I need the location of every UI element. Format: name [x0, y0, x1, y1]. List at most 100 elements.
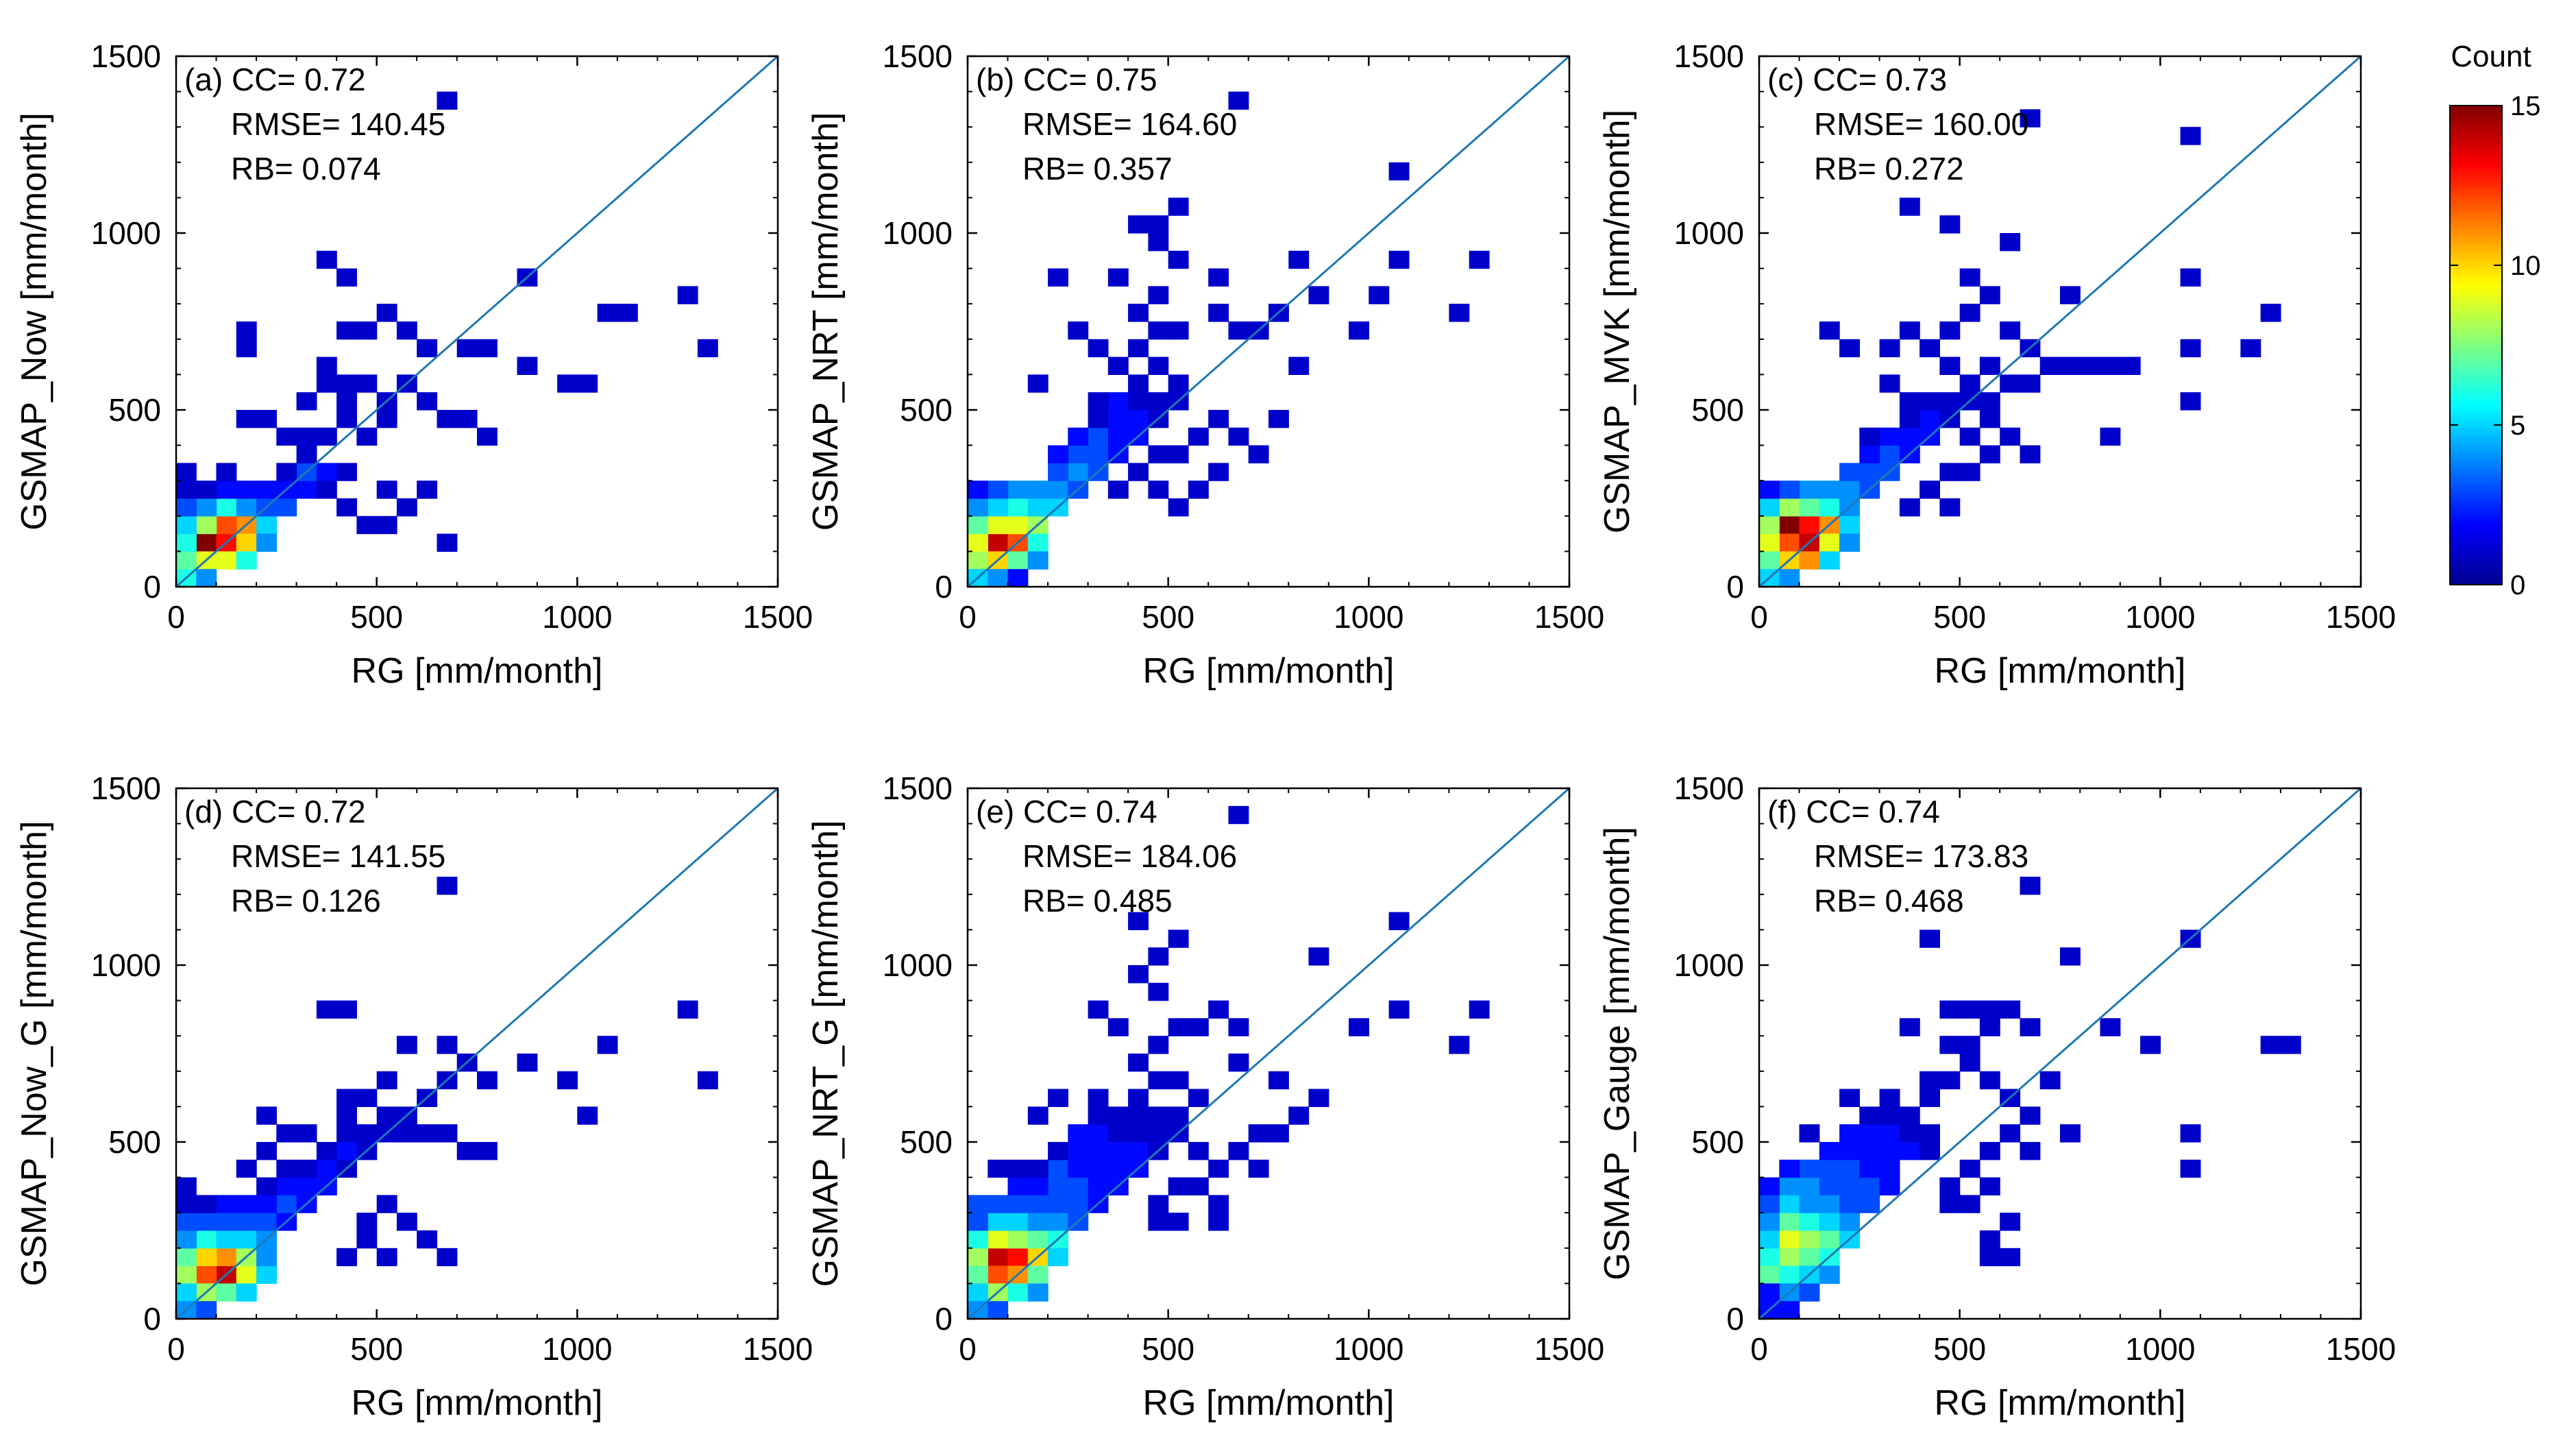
stat-rb: RB= 0.074 — [231, 151, 381, 186]
heatmap-cell — [1919, 1142, 1940, 1160]
heatmap-cell — [336, 1089, 357, 1107]
heatmap-cell — [1007, 1248, 1029, 1267]
plot-frame — [966, 787, 1571, 1320]
heatmap-cell — [1148, 947, 1169, 966]
heatmap-cell — [1899, 1124, 1920, 1143]
heatmap-cell — [1779, 1213, 1800, 1231]
x-axis-label: RG [mm/month] — [1143, 651, 1395, 691]
heatmap-cell — [477, 339, 498, 358]
heatmap-cell — [1168, 321, 1189, 340]
heatmap-cell — [1939, 215, 1961, 234]
heatmap-cell — [577, 374, 598, 393]
heatmap-cell — [557, 1071, 578, 1090]
heatmap-cell — [1027, 1177, 1048, 1195]
heatmap-cell — [236, 551, 257, 570]
heatmap-cell — [617, 304, 638, 322]
heatmap-cell — [1819, 481, 1840, 499]
heatmap-cell — [1027, 1283, 1048, 1302]
heatmap-cell — [1839, 463, 1860, 481]
heatmap-cell — [296, 427, 317, 446]
one-to-one-line — [1758, 55, 2362, 588]
heatmap-cell — [216, 1283, 237, 1302]
y-tick-label: 0 — [143, 1301, 161, 1337]
heatmap-cell — [1007, 481, 1029, 499]
heatmap-cell — [276, 1159, 297, 1178]
heatmap-cell — [1939, 1195, 1961, 1213]
heatmap-cell — [1027, 498, 1048, 517]
heatmap-cell — [1248, 445, 1269, 463]
heatmap-cell — [1228, 91, 1249, 110]
heatmap-cell — [1899, 1106, 1920, 1125]
heatmap-cell — [1208, 1000, 1229, 1019]
heatmap-cell — [2140, 1036, 2161, 1054]
heatmap-cell — [1168, 374, 1189, 393]
stat-rb: RB= 0.272 — [1814, 151, 1964, 186]
heatmap-cell — [1208, 1159, 1229, 1178]
heatmap-cell — [196, 515, 217, 535]
heatmap-cell — [1188, 1018, 1209, 1036]
heatmap-cell — [1819, 1230, 1840, 1249]
heatmap-cell — [1088, 427, 1109, 446]
heatmap-cell — [1268, 410, 1289, 428]
heatmap-cell — [1107, 1106, 1129, 1125]
x-tick-label: 1500 — [2326, 1331, 2396, 1367]
heatmap-cell — [968, 1230, 988, 1249]
heatmap-cell — [1048, 481, 1068, 499]
x-tick-label: 1000 — [542, 599, 612, 635]
colorbar: Count 0 5 10 15 — [2449, 40, 2541, 600]
heatmap-cell — [196, 1213, 217, 1231]
heatmap-cell — [2180, 339, 2201, 358]
panel-b: 0 500 1000 1500 0 500 1000 1500 RG [mm/month] GSM… — [806, 38, 1604, 691]
stat-cc: (f) CC= 0.74 — [1767, 794, 1940, 829]
heatmap-cell — [1899, 197, 1920, 216]
heatmap-cell — [1088, 339, 1109, 358]
heatmap-cell — [1048, 1089, 1068, 1107]
heatmap-cell — [1088, 1142, 1109, 1160]
heatmap-cell — [376, 515, 397, 535]
heatmap-cell — [336, 321, 357, 340]
heatmap-cell — [1799, 1159, 1820, 1178]
y-tick-label: 1500 — [91, 38, 161, 74]
heatmap-cell — [2000, 1248, 2021, 1267]
heatmap-cell — [1799, 1230, 1820, 1249]
heatmap-cell — [988, 569, 1009, 587]
y-tick-label: 1000 — [1674, 947, 1744, 983]
one-to-one-line — [967, 787, 1570, 1320]
heatmap-cell — [1899, 321, 1920, 340]
heatmap-cell — [1068, 321, 1089, 340]
heatmap-cell — [2080, 356, 2101, 375]
heatmap-cell — [1779, 1248, 1800, 1267]
plot-frame — [966, 55, 1571, 588]
x-tick-label: 1500 — [743, 599, 813, 635]
heatmap-cell — [1879, 1089, 1900, 1107]
heatmap-cell — [1007, 1195, 1029, 1213]
y-tick-label: 0 — [935, 569, 953, 605]
heatmap-cell — [2020, 109, 2041, 127]
heatmap-cell — [1188, 1089, 1209, 1107]
heatmap-cell — [216, 498, 237, 517]
heatmap-cell — [1799, 1283, 1820, 1302]
heatmap-cell — [316, 1142, 337, 1160]
heatmap-cell — [2000, 1124, 2021, 1143]
heatmap-cell — [1979, 1000, 2000, 1019]
heatmap-cell — [1148, 445, 1169, 463]
heatmap-cell — [256, 410, 277, 428]
heatmap-cell — [376, 1195, 397, 1213]
heatmap-cell — [2020, 1018, 2041, 1036]
heatmap-cell — [2060, 1124, 2081, 1143]
heatmap-cell — [1979, 356, 2000, 375]
heatmap-cell — [1168, 1071, 1189, 1090]
heatmap-cell — [517, 1054, 538, 1072]
heatmap-cell — [1899, 1142, 1920, 1160]
heatmap-cell — [1939, 498, 1961, 517]
heatmap-cell — [1128, 410, 1149, 428]
heatmap-cell — [988, 481, 1009, 499]
colorbar-gradient — [2449, 105, 2503, 585]
heatmap-cell — [1879, 1106, 1900, 1125]
heatmap-cell — [1839, 1195, 1860, 1213]
heatmap-cell — [2280, 1036, 2301, 1054]
heatmap-cell — [1839, 339, 1860, 358]
heatmap-cell — [1899, 392, 1920, 411]
heatmap-cell — [1879, 1124, 1900, 1143]
